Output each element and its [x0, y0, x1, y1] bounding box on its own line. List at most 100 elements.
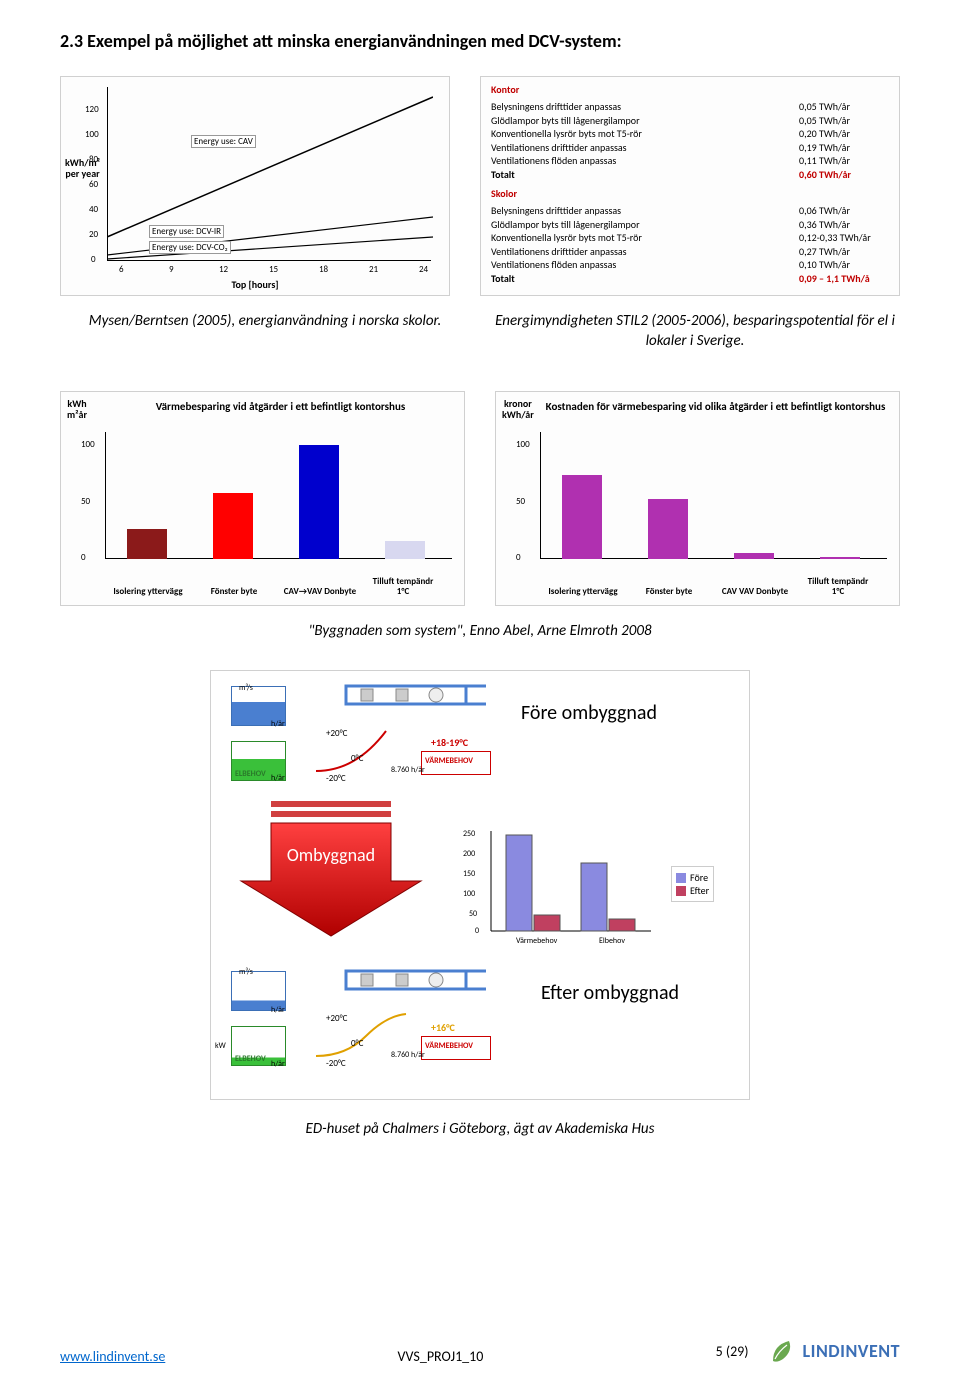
p3-bar — [127, 529, 167, 559]
p2-row-v: 0,36 TWh/år — [799, 218, 889, 232]
panel-infographic: m³/s h/år ELBEHOV h/år +20°C 0°C -20°C +… — [210, 670, 750, 1100]
svg-text:0: 0 — [475, 926, 479, 936]
svg-text:150: 150 — [463, 869, 475, 879]
p5-barchart: 250 200 150 100 50 0 MWh/år Värmebehov E… — [461, 821, 661, 951]
p5-flow1: 8.760 h/år — [391, 765, 425, 775]
p5-ombyggnad-text: Ombyggnad — [287, 844, 375, 866]
legend-swatch-fore — [676, 873, 686, 883]
p1-ytick: 100 — [85, 129, 99, 140]
p4-bar — [648, 499, 688, 559]
leaf-icon — [769, 1337, 797, 1365]
p5-flow2: 8.760 h/år — [391, 1050, 425, 1060]
legend-fore: Före — [690, 871, 708, 884]
p2-row-v: 0,10 TWh/år — [799, 258, 889, 272]
footer-page: 5 (29) — [716, 1343, 749, 1360]
p1-line-label-cav: Energy use: CAV — [191, 135, 256, 148]
p2-row-l: Ventilationens drifttider anpassas — [491, 141, 799, 155]
p5-hlar: h/år — [271, 1059, 285, 1069]
p2-total-l: Totalt — [491, 272, 799, 286]
p3-bar — [213, 493, 253, 559]
p4-ylabel: kronor kWh/år — [502, 398, 534, 420]
p2-total-v: 0,60 TWh/år — [799, 168, 889, 182]
p2-row-v: 0,12-0,33 TWh/år — [799, 231, 889, 245]
p3-axis-y — [105, 432, 106, 559]
caption-left: Mysen/Berntsen (2005), energianvändning … — [60, 312, 470, 351]
panel-bar-savings: kWh m²år Värmebesparing vid åtgärder i e… — [60, 391, 465, 606]
row-2: kWh m²år Värmebesparing vid åtgärder i e… — [60, 391, 900, 606]
p3-bar — [385, 541, 425, 559]
footer-docid: VVS_PROJ1_10 — [398, 1348, 484, 1365]
p2-row-v: 0,06 TWh/år — [799, 204, 889, 218]
p2-row-l: Konventionella lysrör byts mot T5-rör — [491, 127, 799, 141]
section-heading: 2.3 Exempel på möjlighet att minska ener… — [60, 30, 900, 52]
p2-sec-kontor: Kontor — [491, 83, 889, 96]
p3-bar-label: Isolering yttervägg — [111, 587, 185, 597]
p4-title: Kostnaden för värmebesparing vid olika å… — [540, 400, 891, 413]
p5-before-label: Före ombyggnad — [521, 701, 657, 725]
svg-text:+20°C: +20°C — [326, 728, 348, 739]
svg-text:200: 200 — [463, 849, 475, 859]
p5-temp-red: +18-19°C — [431, 736, 468, 749]
p2-row-l: Ventilationens drifttider anpassas — [491, 245, 799, 259]
p1-xtick: 21 — [369, 264, 378, 275]
svg-text:0°C: 0°C — [351, 1038, 364, 1049]
p3-title: Värmebesparing vid åtgärder i ett befint… — [105, 400, 456, 413]
p4-ytick: 0 — [516, 552, 521, 563]
p5-varmebehov: VÄRMEBEHOV — [425, 1041, 473, 1051]
p2-row-v: 0,11 TWh/år — [799, 154, 889, 168]
p1-xlabel: Top [hours] — [61, 278, 449, 291]
legend-swatch-efter — [676, 886, 686, 896]
p2-row-l: Belysningens drifttider anpassas — [491, 100, 799, 114]
p3-bar-label: CAV→VAV Donbyte — [283, 587, 357, 597]
p5-elbehov: ELBEHOV — [235, 1054, 266, 1064]
p4-bar-label: CAV VAV Donbyte — [718, 587, 792, 597]
p1-xtick: 24 — [419, 264, 428, 275]
p2-total-l: Totalt — [491, 168, 799, 182]
svg-text:-20°C: -20°C — [326, 773, 346, 784]
p5-after-label: Efter ombyggnad — [541, 981, 679, 1005]
p2-row-l: Ventilationens flöden anpassas — [491, 258, 799, 272]
p4-bar-label: Fönster byte — [632, 587, 706, 597]
p5-m3s: m³/s — [239, 683, 253, 693]
p5-kw: kW — [215, 1041, 226, 1051]
p4-bar — [562, 475, 602, 559]
p5-hlar: h/år — [271, 773, 285, 783]
svg-text:50: 50 — [469, 909, 477, 919]
p5-temp-red2: +16°C — [431, 1021, 455, 1034]
svg-text:Värmebehov: Värmebehov — [516, 936, 558, 946]
p1-ytick: 0 — [91, 254, 96, 265]
p3-bar-label: Fönster byte — [197, 587, 271, 597]
p2-sec-skolor: Skolor — [491, 187, 889, 200]
caption-right: Energimyndigheten STIL2 (2005-2006), bes… — [490, 312, 900, 351]
svg-text:100: 100 — [463, 889, 475, 899]
p1-xtick: 6 — [119, 264, 124, 275]
svg-text:+20°C: +20°C — [326, 1013, 348, 1024]
p2-row-l: Glödlampor byts till lågenergilampor — [491, 218, 799, 232]
p5-varmebehov: VÄRMEBEHOV — [425, 756, 473, 766]
svg-text:250: 250 — [463, 829, 475, 839]
p5-hlar: h/år — [271, 1005, 285, 1015]
p1-ytick: 40 — [89, 204, 98, 215]
p3-bar — [299, 445, 339, 559]
p1-line-label-dcvco2: Energy use: DCV-CO₂ — [149, 241, 231, 254]
p3-ytick: 0 — [81, 552, 86, 563]
caption-row-1: Mysen/Berntsen (2005), energianvändning … — [60, 312, 900, 351]
p1-line-label-dcvir: Energy use: DCV-IR — [149, 225, 224, 238]
p1-xtick: 9 — [169, 264, 174, 275]
svg-text:-20°C: -20°C — [326, 1058, 346, 1069]
p5-hlar: h/år — [271, 719, 285, 729]
p5-ombyggnad-arrow: Ombyggnad — [231, 801, 431, 941]
caption-3-text: ED-huset på Chalmers i Göteborg, ägt av … — [306, 1120, 655, 1138]
p5-elbehov: ELBEHOV — [235, 769, 266, 779]
caption-2: "Byggnaden som system", Enno Abel, Arne … — [60, 622, 900, 640]
p2-row-l: Konventionella lysrör byts mot T5-rör — [491, 231, 799, 245]
p2-row-l: Belysningens drifttider anpassas — [491, 204, 799, 218]
row-1: kWh/m² per year 0 20 40 60 80 100 120 6 … — [60, 76, 900, 296]
p5-m3s: m³/s — [239, 967, 253, 977]
p1-xtick: 15 — [269, 264, 278, 275]
p1-xtick: 18 — [319, 264, 328, 275]
p1-ytick: 60 — [89, 179, 98, 190]
caption-3: ED-huset på Chalmers i Göteborg, ägt av … — [60, 1120, 900, 1140]
footer-url[interactable]: www.lindinvent.se — [60, 1348, 165, 1365]
p2-total-v: 0,09 – 1,1 TWh/å — [799, 272, 889, 286]
